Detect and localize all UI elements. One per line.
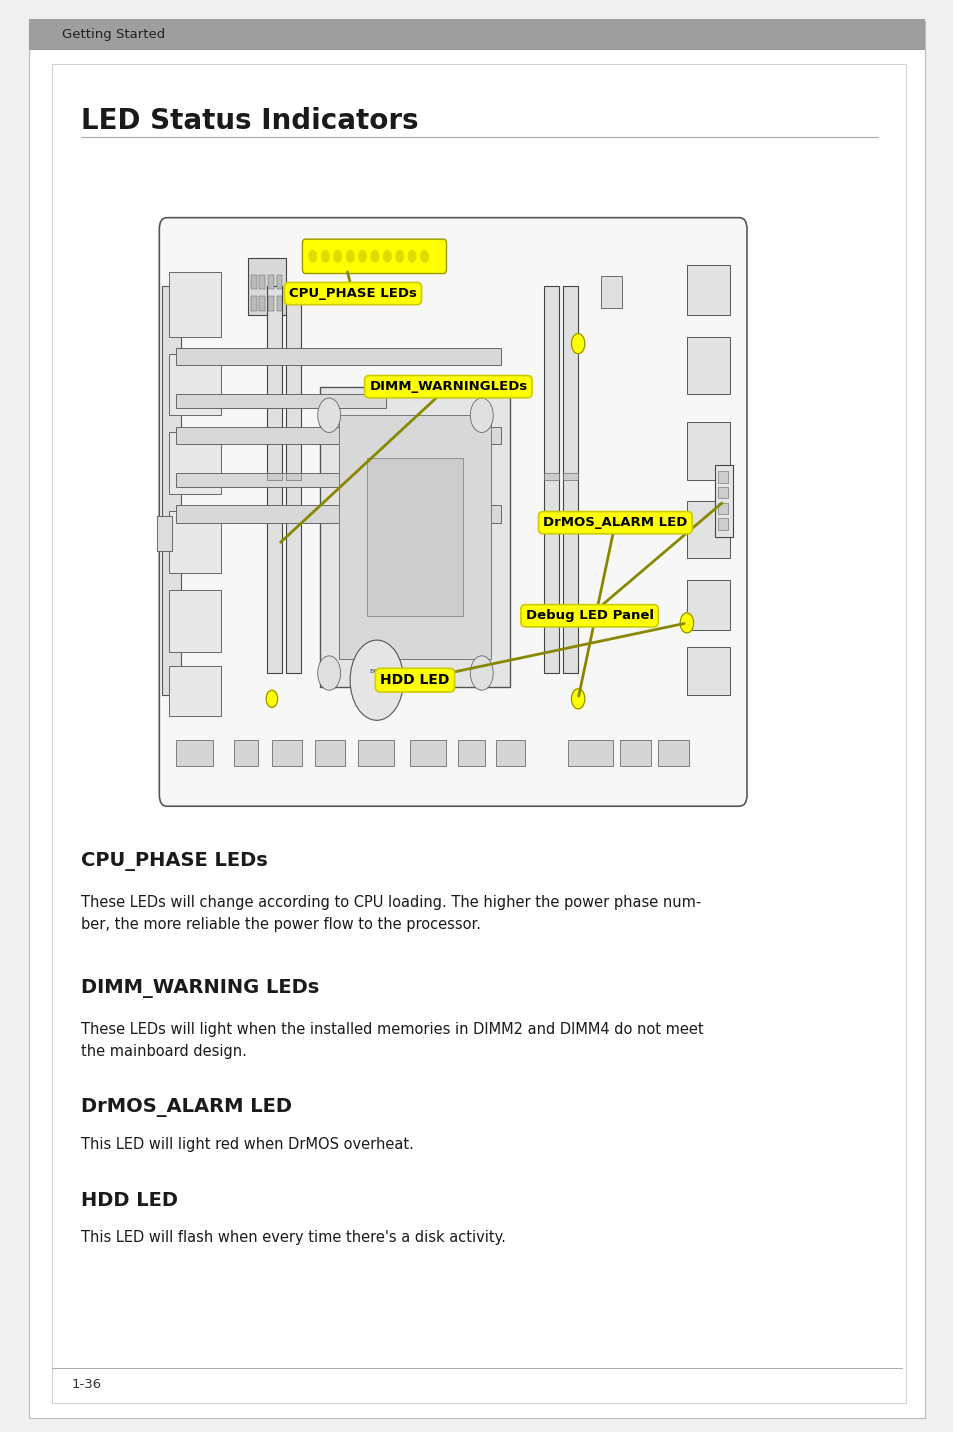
FancyBboxPatch shape [259,275,265,289]
FancyBboxPatch shape [276,296,282,311]
Circle shape [350,640,403,720]
Circle shape [408,251,416,262]
FancyBboxPatch shape [176,740,213,766]
FancyBboxPatch shape [272,740,302,766]
FancyBboxPatch shape [169,666,221,716]
FancyBboxPatch shape [176,473,386,487]
FancyBboxPatch shape [251,275,256,289]
FancyBboxPatch shape [169,354,221,415]
FancyBboxPatch shape [457,740,484,766]
Text: DrMOS_ALARM LED: DrMOS_ALARM LED [81,1098,292,1117]
FancyBboxPatch shape [367,458,462,616]
FancyBboxPatch shape [600,276,621,308]
FancyBboxPatch shape [543,473,558,480]
FancyBboxPatch shape [319,387,510,687]
Circle shape [395,251,403,262]
Text: HDD LED: HDD LED [380,673,449,687]
Circle shape [266,690,277,707]
FancyBboxPatch shape [314,740,345,766]
FancyBboxPatch shape [29,21,924,1418]
FancyBboxPatch shape [718,503,727,514]
FancyBboxPatch shape [176,427,500,444]
Text: DrMOS_ALARM LED: DrMOS_ALARM LED [542,516,687,530]
Circle shape [371,251,378,262]
FancyBboxPatch shape [248,258,286,315]
FancyBboxPatch shape [715,465,732,537]
FancyBboxPatch shape [567,740,613,766]
Text: DIMM_WARNINGLEDs: DIMM_WARNINGLEDs [369,379,527,394]
Circle shape [346,251,354,262]
Circle shape [317,398,340,432]
Text: 1-36: 1-36 [71,1378,102,1392]
FancyBboxPatch shape [686,501,729,558]
Circle shape [383,251,391,262]
Text: These LEDs will light when the installed memories in DIMM2 and DIMM4 do not meet: These LEDs will light when the installed… [81,1022,703,1060]
FancyBboxPatch shape [619,740,650,766]
Text: Debug LED Panel: Debug LED Panel [525,609,653,623]
FancyBboxPatch shape [543,286,558,673]
Text: BATT: BATT [369,669,384,674]
Circle shape [470,656,493,690]
Text: These LEDs will change according to CPU loading. The higher the power phase num-: These LEDs will change according to CPU … [81,895,700,932]
FancyBboxPatch shape [268,296,274,311]
FancyBboxPatch shape [259,296,265,311]
FancyBboxPatch shape [686,422,729,480]
Text: HDD LED: HDD LED [81,1191,178,1210]
Circle shape [679,613,693,633]
FancyBboxPatch shape [718,471,727,483]
FancyBboxPatch shape [176,505,500,523]
FancyBboxPatch shape [267,286,282,673]
Circle shape [571,334,584,354]
Circle shape [571,689,584,709]
FancyBboxPatch shape [176,348,500,365]
FancyBboxPatch shape [410,740,446,766]
FancyBboxPatch shape [302,239,446,274]
Circle shape [470,398,493,432]
FancyBboxPatch shape [162,286,181,695]
FancyBboxPatch shape [686,337,729,394]
FancyBboxPatch shape [169,272,221,337]
FancyBboxPatch shape [233,740,257,766]
Text: This LED will flash when every time there's a disk activity.: This LED will flash when every time ther… [81,1230,505,1244]
FancyBboxPatch shape [718,518,727,530]
FancyBboxPatch shape [562,286,578,673]
Text: Getting Started: Getting Started [62,27,165,42]
FancyBboxPatch shape [338,415,491,659]
FancyBboxPatch shape [562,473,578,480]
FancyBboxPatch shape [357,740,394,766]
FancyBboxPatch shape [286,286,301,673]
FancyBboxPatch shape [496,740,524,766]
Circle shape [309,251,316,262]
FancyBboxPatch shape [268,275,274,289]
Text: CPU_PHASE LEDs: CPU_PHASE LEDs [289,286,416,301]
FancyBboxPatch shape [251,296,256,311]
FancyBboxPatch shape [169,590,221,652]
Circle shape [334,251,341,262]
FancyBboxPatch shape [157,516,172,551]
Text: DIMM_WARNING LEDs: DIMM_WARNING LEDs [81,979,319,998]
FancyBboxPatch shape [176,394,386,408]
FancyBboxPatch shape [286,473,301,480]
FancyBboxPatch shape [686,265,729,315]
Circle shape [317,656,340,690]
FancyBboxPatch shape [169,511,221,573]
Circle shape [321,251,329,262]
Circle shape [358,251,366,262]
Text: This LED will light red when DrMOS overheat.: This LED will light red when DrMOS overh… [81,1137,414,1151]
FancyBboxPatch shape [658,740,688,766]
FancyBboxPatch shape [276,275,282,289]
FancyBboxPatch shape [52,64,905,1403]
FancyBboxPatch shape [686,580,729,630]
Circle shape [420,251,428,262]
FancyBboxPatch shape [169,432,221,494]
FancyBboxPatch shape [267,473,282,480]
Text: LED Status Indicators: LED Status Indicators [81,107,418,136]
FancyBboxPatch shape [718,487,727,498]
FancyBboxPatch shape [29,19,924,50]
Text: CPU_PHASE LEDs: CPU_PHASE LEDs [81,852,268,871]
FancyBboxPatch shape [686,647,729,695]
Text: +: + [374,686,379,692]
FancyBboxPatch shape [159,218,746,806]
